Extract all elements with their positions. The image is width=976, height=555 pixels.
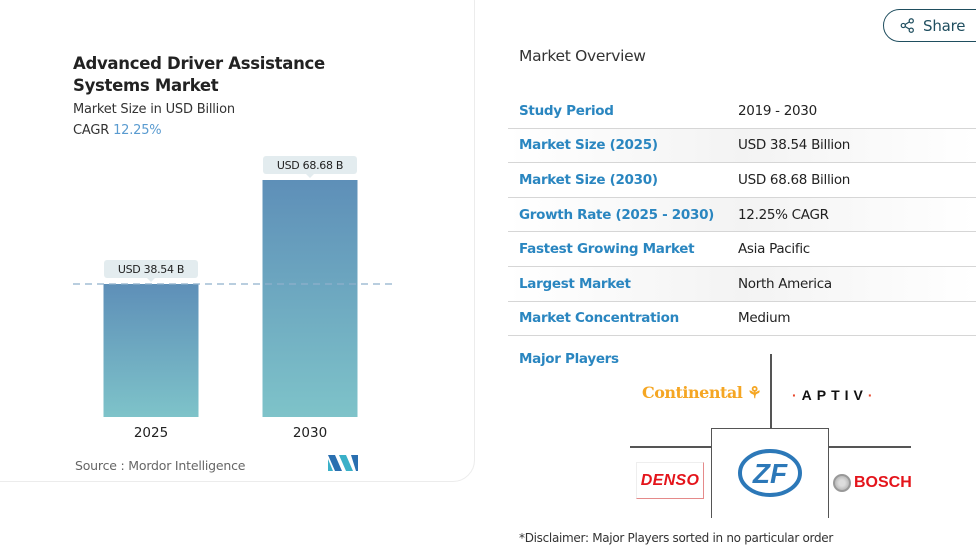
row-value: Medium (738, 310, 791, 327)
market-overview-table: Study Period 2019 - 2030 Market Size (20… (508, 94, 976, 337)
divider (770, 354, 772, 428)
data-label-2025: USD 38.54 B (104, 260, 198, 283)
continental-logo: Continental ⚘ (642, 383, 762, 402)
bosch-armature-icon (833, 474, 851, 492)
chart-subtitle: Market Size in USD Billion (73, 102, 235, 117)
table-row: Largest Market North America (508, 266, 976, 302)
zf-logo: ZF (738, 449, 802, 497)
major-players-logos: Continental ⚘ ·APTIV· DENSO ZF BOSCH (620, 350, 920, 520)
chart-cagr: CAGR 12.25% (73, 123, 162, 138)
cagr-label: CAGR (73, 123, 110, 138)
share-label: Share (923, 16, 966, 35)
row-key[interactable]: Market Concentration (519, 310, 679, 327)
mordor-intelligence-logo-icon (328, 455, 358, 471)
x-tick-label: 2025 (134, 425, 168, 441)
share-button[interactable]: Share (883, 9, 976, 42)
major-players-label[interactable]: Major Players (519, 351, 619, 367)
market-overview-title: Market Overview (519, 47, 646, 65)
row-value: Asia Pacific (738, 241, 810, 258)
chart-title: Advanced Driver Assistance Systems Marke… (73, 54, 325, 95)
cagr-value: 12.25% (113, 123, 162, 138)
row-key[interactable]: Market Size (2025) (519, 137, 658, 154)
row-value: USD 38.54 Billion (738, 137, 851, 154)
svg-text:USD 68.68 B: USD 68.68 B (277, 159, 343, 172)
x-tick-label: 2030 (293, 425, 327, 441)
chart-source: Source : Mordor Intelligence (75, 458, 246, 473)
table-row: Market Concentration Medium (508, 302, 976, 337)
divider (829, 446, 911, 448)
row-value: North America (738, 275, 832, 292)
row-key[interactable]: Fastest Growing Market (519, 241, 695, 258)
share-icon (900, 18, 914, 33)
data-label-2030: USD 68.68 B (263, 156, 357, 178)
svg-text:ZF: ZF (752, 458, 788, 489)
row-value: 2019 - 2030 (738, 102, 817, 119)
row-value: USD 68.68 Billion (738, 171, 851, 188)
table-row: Market Size (2025) USD 38.54 Billion (508, 128, 976, 164)
disclaimer: *Disclaimer: Major Players sorted in no … (519, 531, 833, 545)
row-key[interactable]: Largest Market (519, 275, 631, 292)
denso-logo: DENSO (636, 462, 704, 499)
table-row: Market Size (2030) USD 68.68 Billion (508, 163, 976, 198)
table-row: Growth Rate (2025 - 2030) 12.25% CAGR (508, 197, 976, 233)
divider (630, 446, 711, 448)
aptiv-logo: ·APTIV· (792, 387, 878, 403)
svg-text:USD 38.54 B: USD 38.54 B (118, 263, 184, 276)
bar-chart: USD 38.54 B 2025 USD 68.68 B 2030 (73, 156, 392, 441)
bar-2030 (262, 180, 358, 417)
row-value: 12.25% CAGR (738, 206, 829, 223)
table-row: Fastest Growing Market Asia Pacific (508, 232, 976, 267)
row-key[interactable]: Growth Rate (2025 - 2030) (519, 206, 715, 223)
table-row: Study Period 2019 - 2030 (508, 94, 976, 129)
bosch-logo: BOSCH (833, 474, 912, 492)
row-key[interactable]: Study Period (519, 102, 614, 119)
row-key[interactable]: Market Size (2030) (519, 171, 658, 188)
chart-card (0, 0, 475, 482)
bar-2025 (103, 284, 199, 417)
